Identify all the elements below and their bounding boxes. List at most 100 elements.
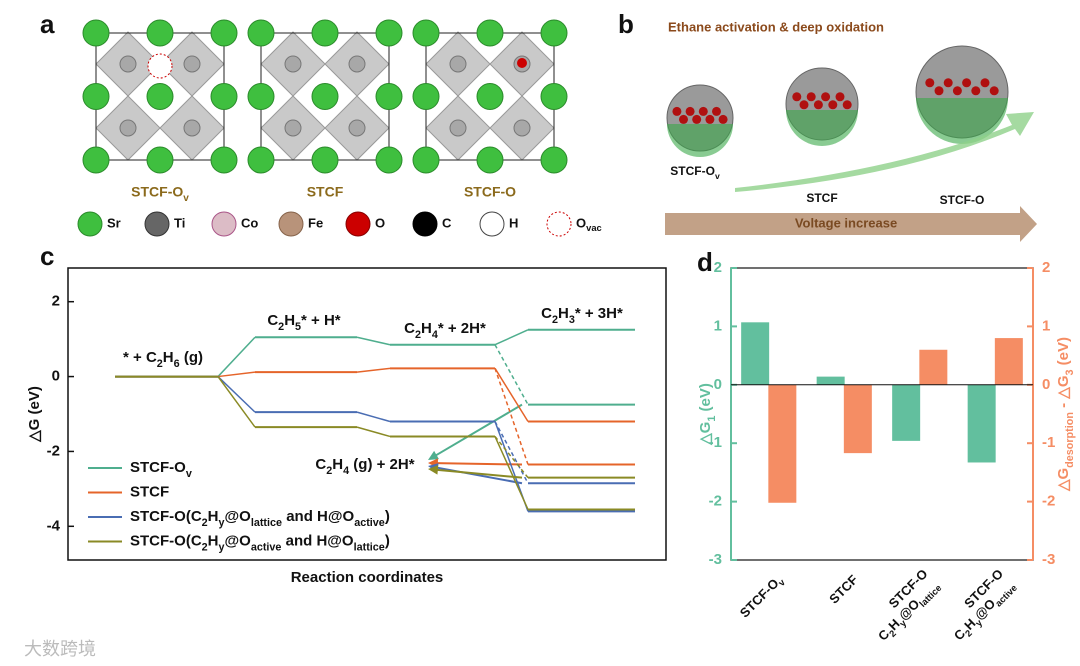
connector: [494, 344, 529, 406]
connector: [494, 436, 529, 510]
voltage-label: Voltage increase: [795, 215, 897, 230]
atom: [284, 55, 302, 73]
bar: [843, 384, 872, 454]
atom: [971, 86, 981, 96]
atom: [146, 19, 174, 47]
connector: [494, 367, 529, 422]
atom: [183, 55, 201, 73]
atom: [348, 119, 366, 137]
atom: [980, 78, 990, 88]
pointer: [435, 466, 523, 485]
atom: [925, 78, 935, 88]
atom: [146, 146, 174, 174]
cluster-base: [786, 110, 858, 146]
stage-label: STCF-Ov: [670, 164, 720, 181]
state-label: C2H4* + 2H*: [404, 320, 486, 341]
connector: [494, 421, 529, 484]
x-tick-label: STCF-OC2Hy@Olattice: [864, 566, 944, 646]
cluster-base: [916, 98, 1008, 144]
legend-label: STCF-Ov: [130, 459, 192, 480]
atom: [692, 114, 702, 124]
connector: [217, 376, 256, 413]
atom: [476, 146, 504, 174]
desorption-label: C2H4 (g) + 2H*: [315, 456, 414, 477]
legend-label: Sr: [107, 215, 121, 230]
y-axis-title: △G (eV): [26, 386, 43, 443]
legend-label: Ti: [174, 215, 185, 230]
atom: [679, 114, 688, 124]
x-tick-label: STCF-OC2Hy@Oactive: [940, 566, 1019, 645]
bar: [919, 349, 948, 385]
state-label: C2H3* + 3H*: [541, 305, 623, 326]
y-tick-label: -4: [47, 517, 61, 534]
legend-swatch: [211, 211, 237, 237]
pointer: [435, 462, 523, 466]
atom: [412, 83, 440, 110]
y-tick-label: 0: [714, 376, 722, 393]
atom: [712, 106, 721, 116]
atom: [842, 100, 852, 110]
atom: [476, 19, 504, 47]
legend-swatch: [546, 211, 572, 237]
atom: [284, 119, 302, 137]
plot-frame: [67, 267, 667, 561]
atom: [82, 146, 110, 174]
atom: [943, 78, 953, 88]
atom: [183, 119, 201, 137]
connector: [217, 376, 256, 428]
atom: [540, 19, 568, 47]
y-tick-label: 2: [714, 259, 722, 276]
atom: [449, 119, 467, 137]
x-axis-title: Reaction coordinates: [291, 569, 444, 586]
y2-tick-label: -3: [1042, 551, 1055, 568]
legend-label: STCF-O(C2Hy@Oactive and H@Olattice): [130, 532, 390, 553]
y-tick-label: 1: [714, 317, 722, 334]
legend-label: Co: [241, 215, 258, 230]
y-tick-label: -2: [709, 493, 722, 510]
connector: [356, 426, 391, 438]
connector: [217, 371, 256, 378]
panel-label: c: [40, 241, 54, 271]
bar: [768, 384, 797, 503]
legend-swatch: [345, 211, 371, 237]
structure-label: STCF: [307, 184, 344, 200]
atom: [476, 83, 504, 110]
atom: [962, 78, 972, 88]
legend-label: STCF: [130, 483, 169, 500]
atom: [82, 19, 110, 47]
y2-axis-title: △Gdesorption - △G3 (eV): [1055, 337, 1076, 492]
stage-label: STCF: [806, 191, 837, 205]
state-label: * + C2H6 (g): [123, 349, 203, 370]
y2-tick-label: 1: [1042, 317, 1050, 334]
atom: [247, 83, 275, 110]
atom: [119, 119, 137, 137]
connector: [356, 336, 391, 346]
atom: [375, 19, 403, 47]
pointer: [434, 403, 523, 457]
legend-label: Ovac: [576, 215, 602, 233]
connector: [494, 368, 529, 465]
y-tick-label: 0: [52, 368, 60, 385]
atom: [311, 83, 339, 110]
atom: [813, 100, 823, 110]
y-tick-label: -3: [709, 551, 722, 568]
atom: [540, 146, 568, 174]
connector: [494, 329, 529, 346]
atom: [799, 100, 809, 110]
atom: [311, 146, 339, 174]
y-tick-label: -1: [709, 434, 722, 451]
connector: [494, 435, 529, 479]
atom: [806, 92, 816, 102]
legend-swatch: [412, 211, 438, 237]
bar: [967, 384, 996, 463]
y2-tick-label: -1: [1042, 434, 1055, 451]
atom: [210, 83, 238, 110]
legend-swatch: [77, 211, 103, 237]
atom: [210, 146, 238, 174]
atom: [210, 19, 238, 47]
legend-label: C: [442, 215, 452, 230]
atom: [247, 146, 275, 174]
bar: [892, 384, 921, 441]
atom: [119, 55, 137, 73]
